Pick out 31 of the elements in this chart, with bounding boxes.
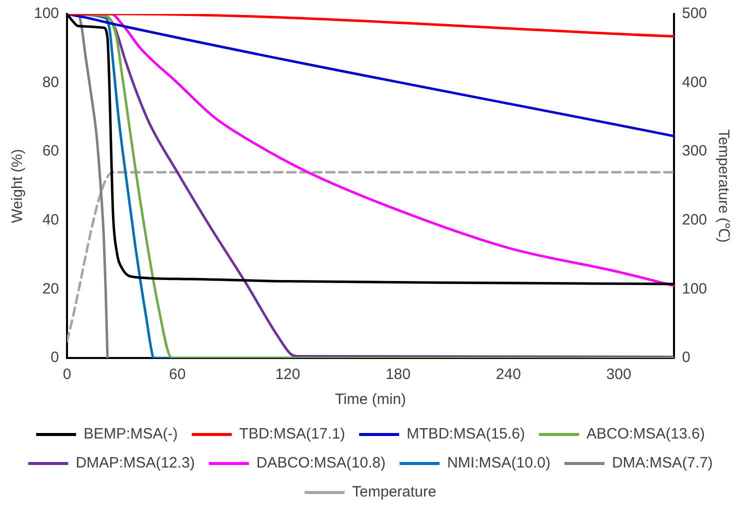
x-tick-label: 180 <box>386 366 411 384</box>
y-tick-label: 100 <box>34 5 60 22</box>
x-tick-label: 300 <box>606 366 632 384</box>
legend-label: DMAP:MSA(12.3) <box>76 454 195 472</box>
x-axis-title: Time (min) <box>334 391 406 408</box>
line-series <box>67 14 674 138</box>
legend-label: MTBD:MSA(15.6) <box>406 426 526 443</box>
y-tick-label: 0 <box>50 349 60 366</box>
y2-tick-label: 300 <box>682 142 708 160</box>
y2-tick-label: 500 <box>682 5 708 22</box>
legend-label: NMI:MSA(10.0) <box>447 454 550 472</box>
y2-tick-label: 0 <box>682 349 690 366</box>
legend-label: DMA:MSA(7.7) <box>612 454 713 472</box>
y-tick-label: 40 <box>42 212 60 229</box>
legend-label: TBD:MSA(17.1) <box>239 426 346 443</box>
y-axis-title: Weight (%) <box>9 149 26 223</box>
y2-tick-label: 200 <box>682 212 708 229</box>
x-tick-label: 120 <box>275 366 300 384</box>
y2-axis-title: Temperature (℃) <box>714 129 732 243</box>
y-tick-label: 60 <box>42 142 60 160</box>
legend-label: ABCO:MSA(13.6) <box>586 426 705 443</box>
x-tick-label: 240 <box>496 366 521 384</box>
x-tick-label: 0 <box>62 366 72 384</box>
legend-label: Temperature <box>352 484 436 501</box>
x-tick-label: 60 <box>169 366 186 384</box>
legend-label: BEMP:MSA(-) <box>84 426 178 443</box>
y2-tick-label: 100 <box>682 280 708 298</box>
y2-tick-label: 400 <box>682 74 708 91</box>
legend-label: DABCO:MSA(10.8) <box>256 454 386 472</box>
y-tick-label: 80 <box>42 74 60 91</box>
y-tick-label: 20 <box>42 280 60 298</box>
